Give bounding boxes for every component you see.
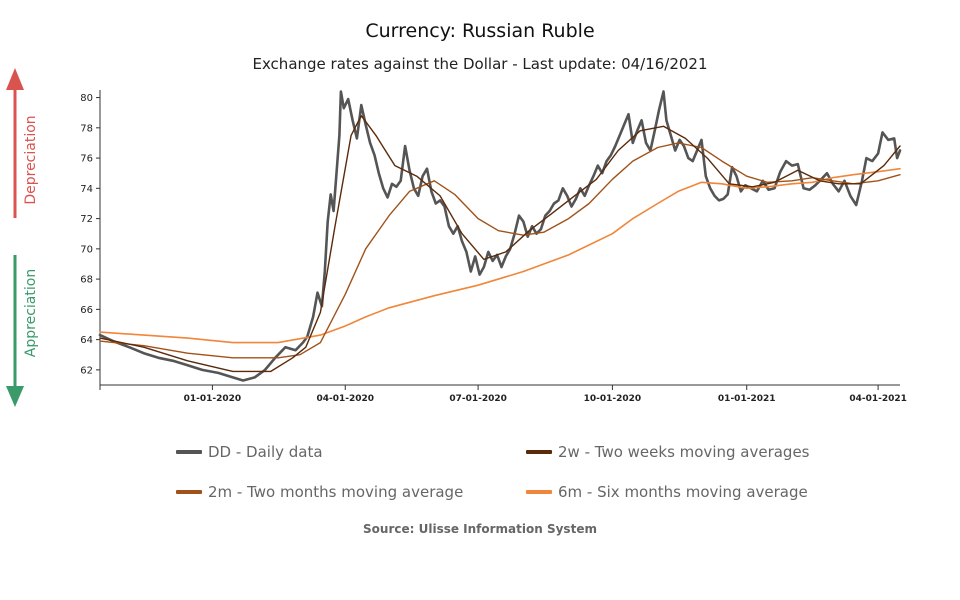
x-tick-label: 10-01-2020 xyxy=(584,394,642,404)
legend: DD - Daily data 2w - Two weeks moving av… xyxy=(0,440,960,520)
series-line-daily xyxy=(98,90,902,382)
series-line-two-weeks xyxy=(99,115,901,373)
legend-label-two-weeks: 2w - Two weeks moving averages xyxy=(558,443,810,461)
y-tick-label: 78 xyxy=(80,123,93,134)
x-tick-label: 01-01-2020 xyxy=(184,394,242,404)
legend-item-two-weeks: 2w - Two weeks moving averages xyxy=(526,443,810,461)
y-tick-label: 80 xyxy=(80,93,93,104)
y-tick-label: 62 xyxy=(80,365,93,376)
appreciation-label: Appreciation xyxy=(23,269,39,357)
x-tick-label: 04-01-2020 xyxy=(316,394,374,404)
y-tick-label: 72 xyxy=(80,214,93,225)
legend-item-six-months: 6m - Six months moving average xyxy=(526,483,808,501)
legend-swatch-six-months xyxy=(526,490,552,494)
legend-swatch-daily xyxy=(176,450,202,454)
y-tick-label: 64 xyxy=(80,335,93,346)
legend-item-two-months: 2m - Two months moving average xyxy=(176,483,463,501)
y-tick-label: 70 xyxy=(80,244,93,255)
y-tick-label: 68 xyxy=(80,275,93,286)
x-tick-label: 04-01-2021 xyxy=(849,394,907,404)
series-line-two-months xyxy=(99,142,901,359)
y-tick-label: 74 xyxy=(80,184,93,195)
depreciation-arrow xyxy=(6,68,24,218)
x-tick-label: 07-01-2020 xyxy=(449,394,507,404)
legend-label-two-months: 2m - Two months moving average xyxy=(208,483,464,501)
series-line-six-months xyxy=(99,167,901,344)
legend-label-daily: DD - Daily data xyxy=(208,443,323,461)
legend-label-six-months: 6m - Six months moving average xyxy=(558,483,808,501)
series-layer xyxy=(98,90,902,382)
line-chart: Depreciation Appreciation 62 64 66 68 70 72 74… xyxy=(6,68,907,407)
x-tick-label: 01-01-2021 xyxy=(718,394,776,404)
chart-subtitle: Exchange rates against the Dollar - Last… xyxy=(252,55,708,73)
y-tick-label: 76 xyxy=(80,154,93,165)
depreciation-label: Depreciation xyxy=(23,115,39,204)
chart-axes: 62 64 66 68 70 72 74 76 78 80 01-01-2020 04-01-2020… xyxy=(80,90,907,404)
legend-item-daily: DD - Daily data xyxy=(176,443,323,461)
y-tick-label: 66 xyxy=(80,305,93,316)
legend-swatch-two-months xyxy=(176,490,202,494)
source-note: Source: Ulisse Information System xyxy=(363,522,597,536)
appreciation-arrow xyxy=(6,255,24,407)
legend-swatch-two-weeks xyxy=(526,450,552,454)
chart-title: Currency: Russian Ruble xyxy=(365,20,595,42)
